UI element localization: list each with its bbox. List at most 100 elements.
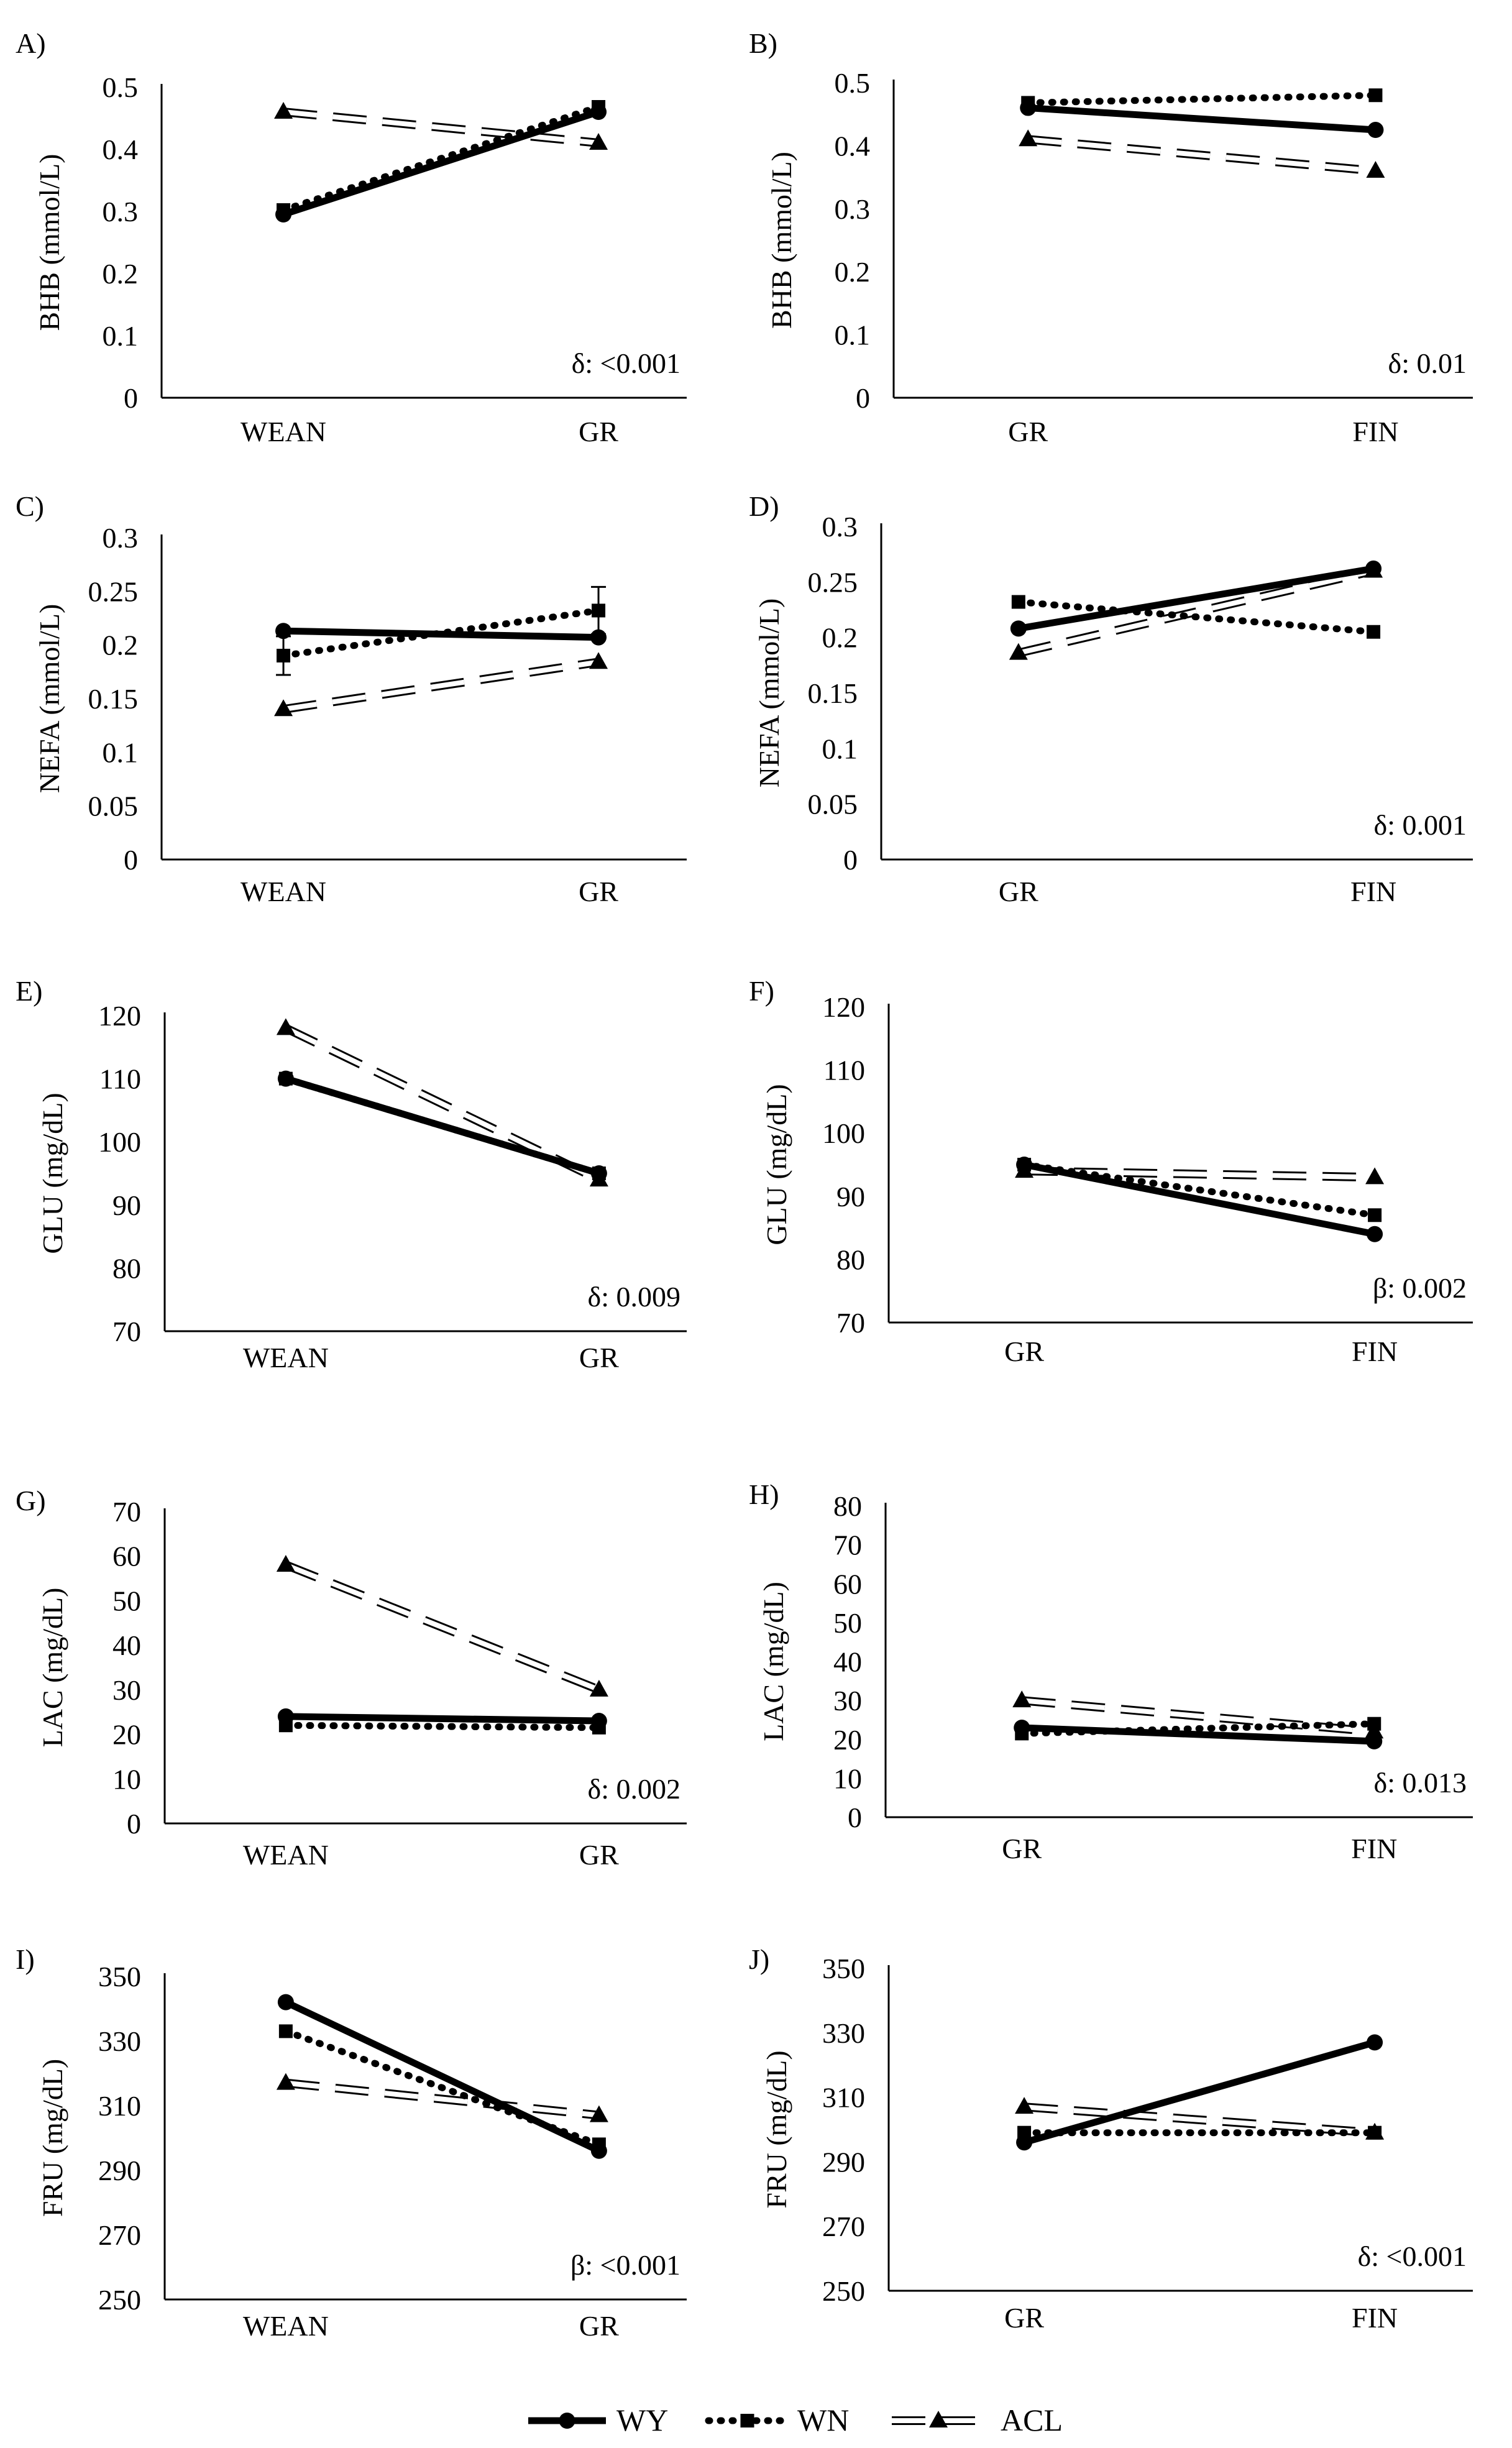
series-line-acl-inner [283, 109, 599, 145]
series-line-acl-inner [283, 659, 599, 712]
series-line-wy [284, 1999, 601, 2154]
data-point-wn [592, 603, 606, 618]
data-point-acl [1009, 643, 1028, 660]
data-point-wy [1367, 2034, 1383, 2051]
y-tick-label: 250 [98, 2284, 141, 2316]
series-line-acl-inner [285, 1562, 600, 1692]
panel-label: E) [16, 975, 42, 1007]
y-axis-label: NEFA (mmol/L) [34, 604, 65, 794]
y-tick-label: 0.3 [103, 196, 139, 227]
y-tick-label: 0.3 [103, 522, 139, 554]
y-axis-label: FRU (mg/dL) [761, 2050, 792, 2208]
y-tick-label: 0.05 [808, 789, 858, 820]
panel-label: D) [749, 490, 779, 522]
significance-annotation: δ: 0.009 [588, 1281, 680, 1313]
y-tick-label: 350 [822, 1953, 865, 1984]
series-line-wn [1015, 598, 1377, 636]
y-tick-label: 270 [98, 2219, 141, 2251]
chart-panel-8: H) 0 10 20 30 40 50 60 70 80 LAC (mg/dL) GR FIN δ: 0.… [749, 1478, 1473, 1864]
data-point-acl [589, 652, 608, 669]
x-tick-label: GR [1008, 416, 1048, 447]
y-axis-label: NEFA (mmol/L) [753, 598, 785, 788]
series-line-acl-inner [1027, 137, 1376, 173]
y-tick-label: 30 [112, 1674, 141, 1706]
y-tick-label: 0.5 [103, 71, 139, 103]
y-tick-label: 0 [124, 844, 138, 876]
x-tick-label: FIN [1352, 1336, 1398, 1367]
x-tick-label: GR [999, 876, 1038, 907]
data-point-acl [276, 1555, 295, 1572]
y-tick-label: 80 [836, 1244, 865, 1275]
x-tick-label: WEAN [243, 2310, 329, 2342]
data-point-acl [1366, 160, 1385, 178]
y-tick-label: 0.3 [822, 511, 858, 543]
y-tick-label: 0.15 [808, 677, 858, 709]
y-tick-label: 10 [833, 1763, 862, 1794]
y-tick-label: 0.25 [88, 575, 139, 607]
x-tick-label: GR [1004, 1336, 1044, 1367]
y-tick-label: 10 [112, 1763, 141, 1795]
data-point-wn [1011, 595, 1025, 609]
y-tick-label: 90 [836, 1181, 865, 1213]
x-tick-label: GR [579, 2310, 619, 2342]
y-tick-label: 0 [848, 1802, 862, 1833]
series-line-wy [1023, 2039, 1376, 2146]
significance-annotation: δ: 0.002 [588, 1773, 680, 1805]
legend-label: ACL [1001, 2403, 1063, 2437]
data-point-acl [1012, 1690, 1032, 1708]
data-point-wy [590, 104, 607, 120]
legend-marker-wy [559, 2413, 575, 2429]
data-point-wy [275, 206, 292, 222]
x-tick-label: FIN [1352, 2302, 1398, 2334]
data-point-wy [1016, 2134, 1033, 2151]
significance-annotation: δ: <0.001 [572, 347, 680, 379]
y-tick-label: 0.4 [103, 134, 139, 165]
data-point-wy [590, 2142, 607, 2159]
y-tick-label: 80 [112, 1252, 141, 1284]
data-point-wy [1014, 1719, 1030, 1736]
y-tick-label: 0 [856, 382, 870, 414]
data-point-acl [589, 133, 608, 150]
data-point-wy [1016, 1157, 1033, 1173]
chart-panel-2: B) 0 0.1 0.2 0.3 0.4 0.5 BHB (mmol/L) GR FIN δ: 0.… [749, 27, 1473, 447]
series-line-wy [285, 1713, 599, 1725]
series-line-wn [282, 1721, 603, 1731]
data-point-wn [1368, 2125, 1382, 2140]
series-line-wn [280, 103, 602, 214]
significance-annotation: δ: 0.01 [1388, 347, 1467, 379]
panel-label: I) [16, 1943, 35, 1975]
y-tick-label: 70 [836, 1307, 865, 1339]
chart-panel-9: I) 250 270 290 310 330 350 FRU (mg/dL) WEAN GR β: … [16, 1943, 687, 2342]
significance-annotation: δ: 0.013 [1374, 1767, 1467, 1799]
y-tick-label: 120 [98, 1000, 141, 1032]
x-tick-label: FIN [1350, 876, 1396, 907]
y-tick-label: 50 [112, 1585, 141, 1616]
chart-panel-4: D) 0 0.05 0.1 0.15 0.2 0.25 0.3 NEFA (mmol/L) GR F… [749, 490, 1473, 907]
chart-panel-5: E) 70 80 90 100 110 120 GLU (mg/dL) WEAN GR δ: 0.0… [16, 975, 687, 1373]
y-tick-label: 0.1 [103, 320, 139, 352]
data-point-acl [1365, 1167, 1385, 1185]
series-line-wy [285, 1075, 600, 1177]
x-tick-label: WEAN [243, 1342, 329, 1373]
panel-label: C) [16, 490, 44, 522]
data-point-wn [1368, 1208, 1382, 1222]
series-line-acl-inner [1017, 568, 1374, 656]
legend-label: WY [616, 2403, 668, 2437]
y-tick-label: 40 [112, 1630, 141, 1661]
data-point-acl [274, 102, 293, 119]
x-tick-label: WEAN [241, 876, 326, 907]
panel-label: G) [16, 1485, 46, 1516]
significance-annotation: δ: 0.001 [1374, 809, 1467, 841]
series-line-acl-inner [1024, 2104, 1375, 2135]
y-tick-label: 350 [98, 1961, 141, 1992]
x-tick-label: GR [1002, 1833, 1042, 1864]
y-tick-label: 0 [124, 382, 138, 414]
y-tick-label: 310 [822, 2082, 865, 2114]
data-point-wy [277, 1070, 294, 1087]
data-point-wy [590, 629, 607, 646]
y-tick-label: 290 [98, 2155, 141, 2186]
y-tick-label: 0.1 [103, 736, 139, 768]
panel-label: A) [16, 27, 46, 59]
legend-label: WN [797, 2403, 849, 2437]
y-tick-label: 290 [822, 2146, 865, 2178]
